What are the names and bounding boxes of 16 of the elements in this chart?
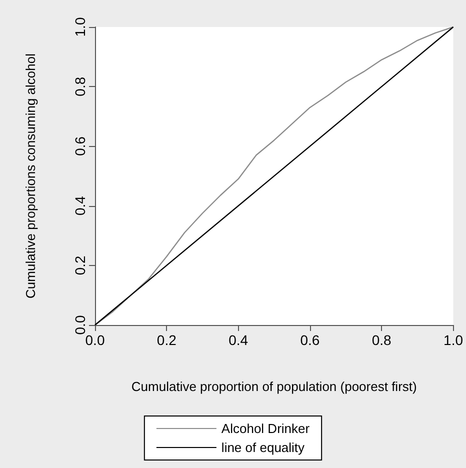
x-tick-label: 0.8 <box>372 332 392 348</box>
y-tick-label: 0.6 <box>72 136 88 156</box>
legend-label: Alcohol Drinker <box>221 421 310 436</box>
legend-label: line of equality <box>221 440 306 455</box>
y-tick-label: 1.0 <box>72 17 88 37</box>
x-tick-label: 1.0 <box>444 332 464 348</box>
y-tick-label: 0.2 <box>72 255 88 276</box>
x-axis-title: Cumulative proportion of population (poorest first) <box>131 379 417 394</box>
x-tick-label: 0.4 <box>228 332 248 348</box>
y-tick-label: 0.4 <box>72 196 88 216</box>
y-axis-title: Cumulative proportions consuming alcohol <box>23 53 38 298</box>
y-tick-label: 0.8 <box>72 76 88 96</box>
x-tick-label: 0.2 <box>156 332 177 348</box>
y-tick-label: 0.0 <box>72 315 88 335</box>
x-tick-label: 0.6 <box>300 332 320 348</box>
x-tick-label: 0.0 <box>85 332 105 348</box>
